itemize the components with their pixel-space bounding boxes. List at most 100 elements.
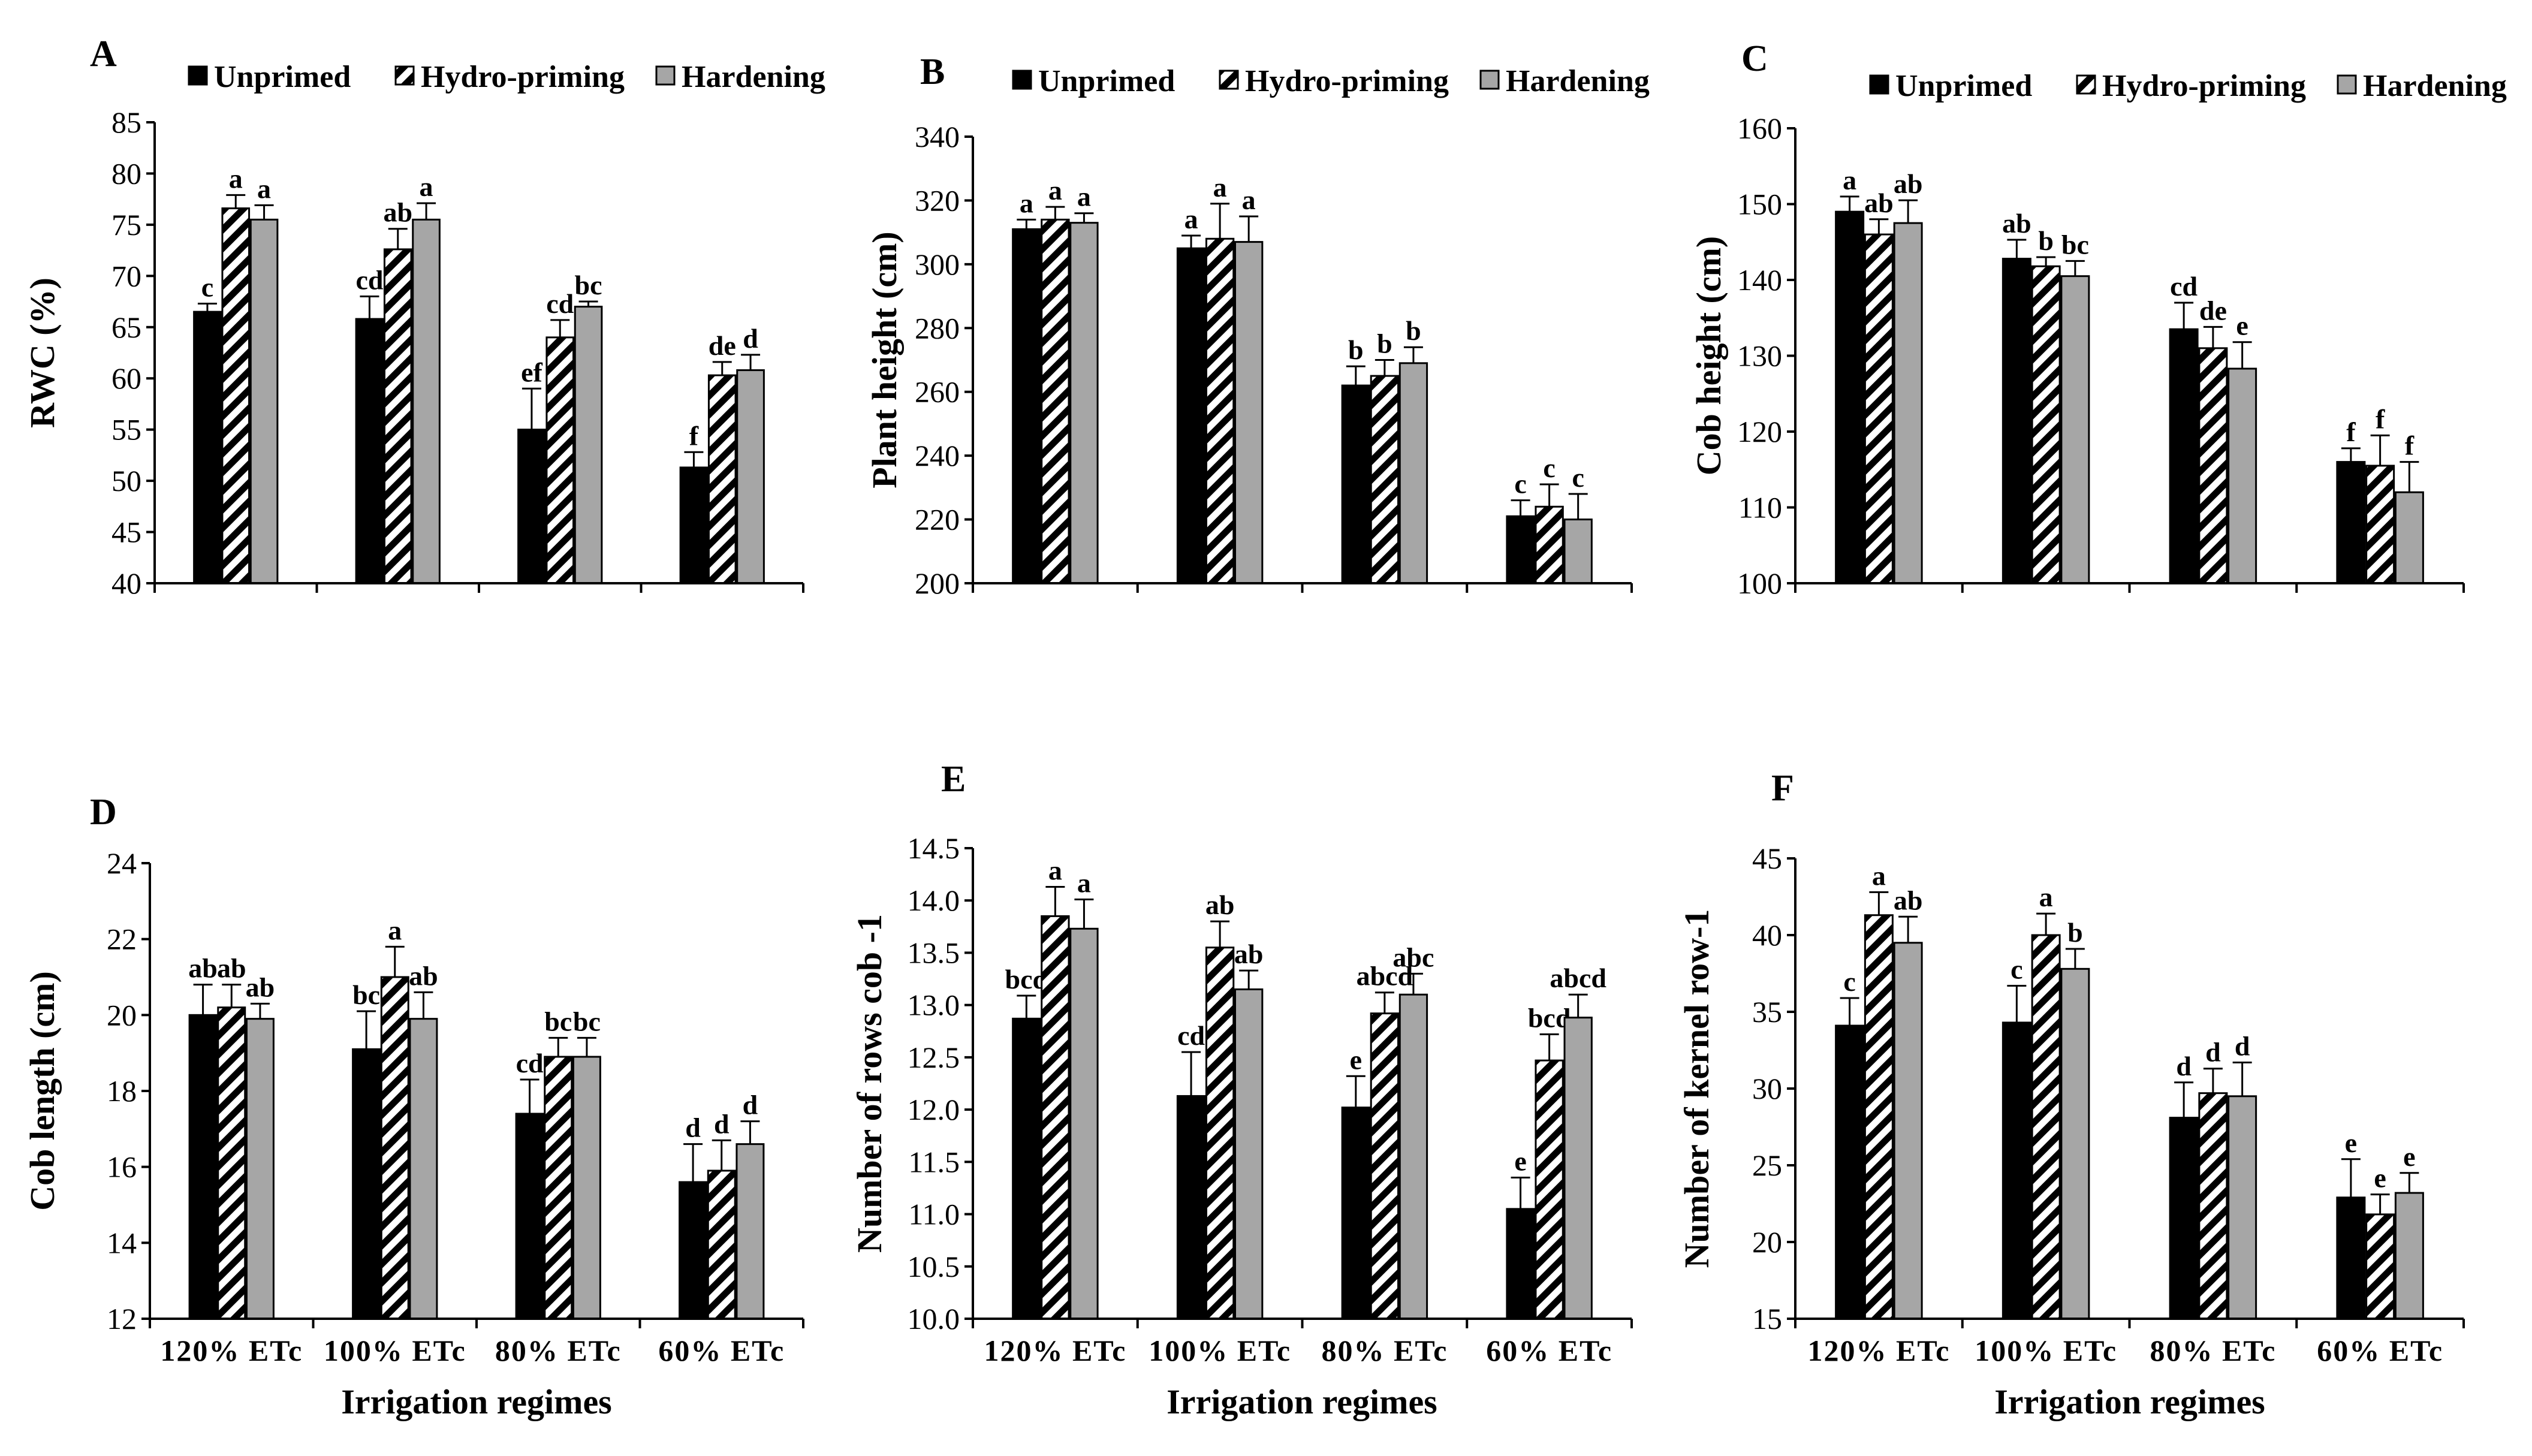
significance-label: bc: [575, 270, 602, 300]
y-tick-label: 200: [915, 566, 960, 600]
bar-hydro-priming-4: [707, 1169, 736, 1320]
significance-label: b: [2067, 917, 2083, 948]
bar-unprimed-1: [1835, 1024, 1865, 1320]
bar-hydro-priming-3: [2198, 347, 2228, 584]
significance-label: ab: [1864, 188, 1894, 218]
significance-label: bc: [2061, 229, 2089, 260]
significance-label: ef: [521, 357, 542, 387]
bar-hydro-priming-3: [545, 336, 575, 584]
x-tick-label: 120% ETc: [984, 1334, 1126, 1367]
significance-label: de: [2199, 295, 2227, 325]
y-tick-label: 24: [107, 846, 137, 880]
y-tick-label: 65: [111, 311, 141, 344]
significance-label: b: [1377, 328, 1392, 359]
bar-unprimed-3: [517, 429, 546, 584]
significance-label: ab: [409, 960, 438, 991]
y-axis-title: RWC (%): [23, 278, 62, 428]
panel-letter: C: [1741, 38, 1768, 79]
x-tick-label: 100% ETc: [324, 1334, 466, 1367]
significance-label: ab: [383, 197, 412, 228]
bar-hydro-priming-3: [1370, 1012, 1400, 1320]
x-tick-label: 60% ETc: [2317, 1334, 2443, 1367]
significance-label: cd: [546, 288, 574, 319]
y-tick-label: 14.0: [908, 884, 960, 917]
legend-swatch-unprimed: [1012, 70, 1032, 90]
y-tick-label: 55: [111, 413, 141, 447]
significance-label: a: [2039, 882, 2053, 912]
panel-letter: D: [90, 792, 117, 833]
significance-label: f: [2346, 417, 2356, 447]
bar-hardening-1: [249, 218, 279, 584]
significance-label: c: [1843, 966, 1855, 997]
y-tick-label: 11.5: [908, 1145, 960, 1178]
significance-label: a: [1077, 182, 1091, 212]
panel-letter: E: [941, 759, 966, 800]
bar-hydro-priming-1: [1864, 233, 1894, 584]
bar-hardening-1: [1069, 222, 1099, 584]
significance-label: de: [709, 330, 736, 361]
x-tick-label: 120% ETc: [1807, 1334, 1950, 1367]
panel-letter: B: [920, 52, 945, 92]
bar-hydro-priming-4: [1535, 505, 1564, 584]
significance-label: a: [1213, 172, 1227, 203]
significance-label: a: [1048, 175, 1062, 206]
y-tick-label: 18: [107, 1074, 137, 1108]
bar-hydro-priming-1: [221, 207, 251, 584]
legend-swatch-hydro-priming: [394, 65, 415, 86]
y-tick-label: 100: [1737, 566, 1782, 600]
y-tick-label: 35: [1752, 995, 1782, 1029]
legend: Unprimed Hydro-priming Hardening: [1869, 69, 2507, 103]
bar-unprimed-3: [2169, 1117, 2199, 1320]
significance-label: cd: [1177, 1020, 1205, 1051]
y-tick-label: 340: [915, 120, 960, 153]
significance-label: d: [2235, 1030, 2250, 1061]
x-axis-title: Irrigation regimes: [1994, 1382, 2265, 1421]
significance-label: c: [201, 272, 213, 302]
y-tick-label: 13.0: [908, 988, 960, 1022]
y-tick-label: 13.5: [908, 936, 960, 969]
y-tick-label: 45: [1752, 842, 1782, 875]
significance-label: a: [1077, 867, 1091, 898]
bar-hydro-priming-2: [2031, 934, 2061, 1320]
y-tick-label: 12: [107, 1302, 137, 1336]
bar-unprimed-1: [1012, 228, 1041, 584]
y-tick-label: 75: [111, 208, 141, 242]
bar-hydro-priming-2: [1205, 946, 1235, 1320]
legend-swatch-hardening: [1479, 70, 1500, 90]
legend-label: Hydro-priming: [1245, 64, 1449, 98]
y-tick-label: 45: [111, 516, 141, 549]
bar-hardening-3: [1398, 993, 1428, 1320]
y-axis-title: Number of rows cob -1: [850, 914, 889, 1253]
bar-hardening-2: [2060, 275, 2090, 584]
y-tick-label: 25: [1752, 1148, 1782, 1182]
x-tick-label: 80% ETc: [2150, 1334, 2276, 1367]
y-tick-label: 15: [1752, 1302, 1782, 1336]
y-tick-label: 22: [107, 923, 137, 956]
legend: Unprimed Hydro-priming Hardening: [188, 60, 825, 94]
y-axis-title: Number of kernel row-1: [1677, 909, 1716, 1268]
y-tick-label: 140: [1737, 263, 1782, 297]
significance-label: cd: [355, 265, 383, 296]
significance-label: ab: [1205, 890, 1235, 920]
y-tick-label: 20: [107, 998, 137, 1032]
significance-label: a: [229, 163, 243, 194]
bar-unprimed-3: [2169, 328, 2199, 584]
legend-label: Unprimed: [214, 60, 351, 94]
significance-label: ab: [246, 972, 275, 1002]
y-tick-label: 320: [915, 183, 960, 217]
bar-unprimed-2: [1176, 1095, 1206, 1320]
significance-label: ab: [2002, 208, 2031, 239]
panel-C: C100110120130140150160aabcdfabbdefabbcef…: [1689, 38, 2507, 600]
bar-unprimed-2: [355, 318, 384, 584]
significance-label: cd: [2170, 271, 2198, 302]
y-tick-label: 11.0: [908, 1198, 960, 1231]
significance-label: e: [1514, 1146, 1526, 1177]
significance-label: a: [388, 915, 402, 945]
y-tick-label: 150: [1737, 188, 1782, 221]
y-tick-label: 40: [1752, 918, 1782, 952]
bar-hardening-3: [2227, 367, 2257, 584]
significance-label: abcd: [1357, 961, 1413, 991]
bar-unprimed-2: [352, 1048, 381, 1320]
